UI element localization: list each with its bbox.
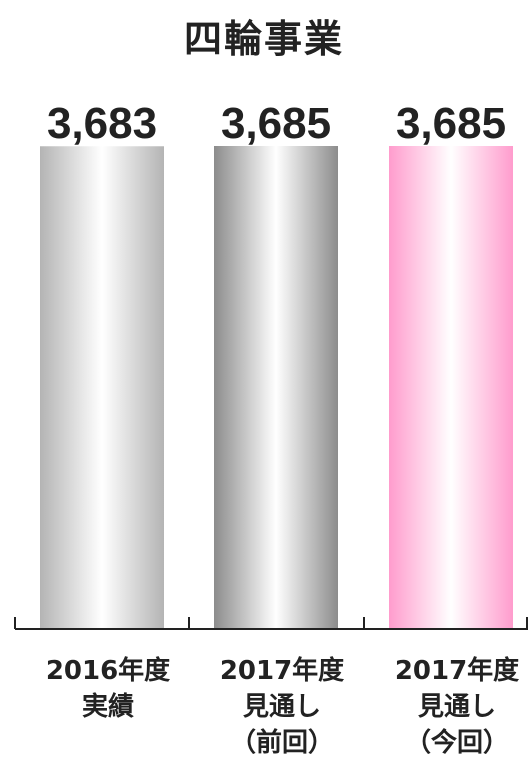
category-label-2-line-2: 見通し xyxy=(243,692,321,722)
value-label-3: 3,685 xyxy=(396,99,506,148)
category-label-1-line-1: 2016年度 xyxy=(46,655,170,686)
value-label-2: 3,685 xyxy=(221,99,331,148)
bar-2 xyxy=(214,146,338,628)
category-label-1-line-2: 実績 xyxy=(82,691,134,722)
category-label-3-line-3: （今回） xyxy=(405,727,509,758)
category-label-2-line-3: （前回） xyxy=(230,727,334,758)
bar-3 xyxy=(389,146,513,628)
category-label-3-line-2: 見通し xyxy=(418,692,496,722)
category-label-2-line-1: 2017年度 xyxy=(220,655,344,686)
chart-title: 四輪事業 xyxy=(183,17,344,61)
category-label-3-line-1: 2017年度 xyxy=(395,655,519,686)
value-label-1: 3,683 xyxy=(47,99,157,148)
bar-1 xyxy=(40,146,164,628)
